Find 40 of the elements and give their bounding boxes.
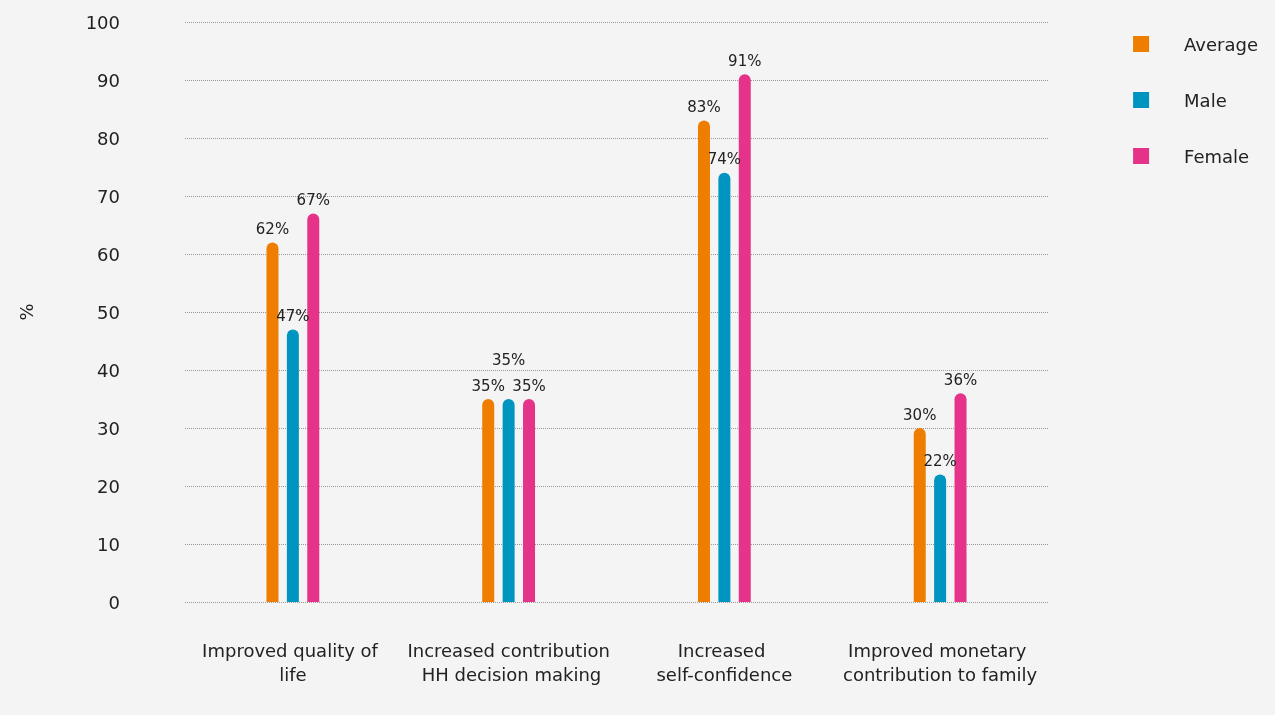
bar [307, 213, 320, 602]
data-label: 35% [471, 376, 505, 395]
y-tick-label: 20 [97, 475, 120, 497]
bar [286, 329, 299, 602]
y-tick-label: 10 [97, 533, 120, 555]
bar [697, 120, 710, 602]
y-tick-label: 60 [97, 243, 120, 265]
data-label: 36% [943, 370, 978, 389]
y-axis-title: % [15, 303, 37, 321]
legend-label: Average [1184, 33, 1259, 55]
x-tick-label: Increased contribution HH decision making [407, 639, 610, 685]
y-tick-label: 0 [108, 591, 120, 613]
legend-label: Female [1184, 145, 1250, 167]
x-tick-label: Increased self-confidence [656, 639, 793, 685]
data-label: 30% [903, 405, 937, 424]
data-label: 83% [687, 98, 721, 117]
x-tick-label: Improved monetary contribution to family [843, 639, 1038, 685]
y-tick-label: 80 [97, 127, 120, 149]
data-label: 67% [296, 190, 330, 209]
data-label: 62% [255, 219, 290, 238]
bar [913, 428, 926, 602]
bar [718, 172, 731, 602]
y-tick-label: 90 [97, 69, 120, 91]
data-label: 91% [728, 51, 762, 70]
data-label: 35% [512, 376, 546, 395]
y-tick-label: 30 [97, 417, 120, 439]
bar [738, 74, 751, 602]
legend-label: Male [1184, 89, 1227, 111]
x-tick-label: Improved quality of life [202, 639, 384, 685]
y-tick-label: 40 [97, 359, 120, 381]
y-tick-label: 100 [85, 11, 120, 33]
y-tick-label: 70 [97, 185, 120, 207]
bar [954, 393, 967, 602]
y-tick-label: 50 [97, 301, 120, 323]
bar [523, 399, 536, 602]
bar [266, 242, 279, 602]
data-label: 35% [491, 350, 526, 369]
bar [934, 474, 947, 602]
bar [502, 399, 515, 602]
bar [482, 399, 495, 602]
